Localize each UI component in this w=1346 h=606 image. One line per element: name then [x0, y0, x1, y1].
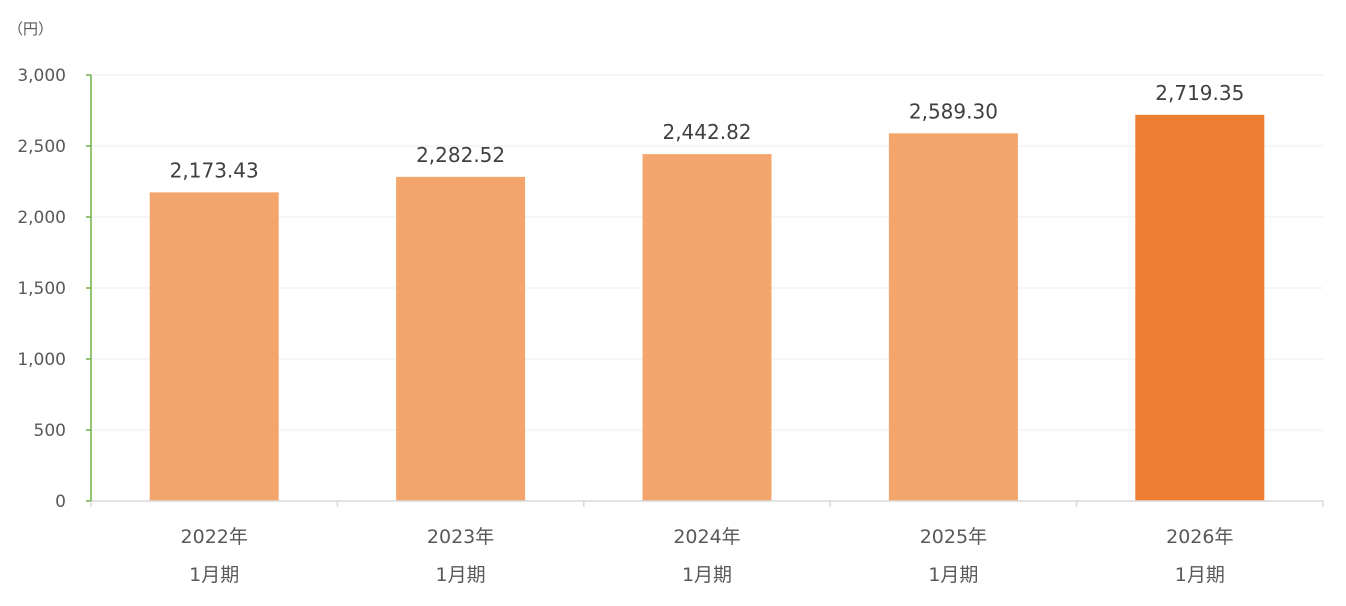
- y-tick-label: 2,000: [17, 208, 66, 228]
- bar-4: [1135, 114, 1265, 502]
- y-tick-label: 500: [34, 421, 66, 441]
- x-tick-label-year: 2024年: [673, 526, 740, 548]
- data-label-4: 2,719.35: [1155, 81, 1244, 105]
- axes: [86, 74, 1324, 507]
- bar-3: [888, 133, 1018, 501]
- x-tick-label-period: 1月期: [189, 564, 239, 586]
- x-tick-label-year: 2022年: [181, 526, 248, 548]
- x-tick-label-year: 2023年: [427, 526, 494, 548]
- bars: [149, 114, 1265, 502]
- y-axis-unit-label: （円）: [8, 20, 53, 38]
- bar-0: [149, 192, 279, 502]
- y-tick-label: 0: [55, 492, 66, 512]
- x-tick-label-year: 2026年: [1166, 526, 1233, 548]
- bar-1: [396, 176, 526, 502]
- bar-2: [642, 154, 772, 501]
- x-tick-labels: 2022年 1月期 2023年 1月期 2024年 1月期 2025年 1月期 2026年 1月期: [181, 526, 1234, 586]
- data-labels: 2,173.43 2,282.52 2,442.82 2,589.30 2,719.35: [170, 81, 1245, 183]
- x-tick-label-period: 1月期: [1175, 564, 1225, 586]
- y-tick-label: 1,000: [17, 350, 66, 370]
- x-tick-label-period: 1月期: [436, 564, 486, 586]
- data-label-2: 2,442.82: [662, 120, 751, 144]
- y-tick-label: 3,000: [17, 66, 66, 86]
- data-label-3: 2,589.30: [909, 99, 998, 123]
- x-tick-label-period: 1月期: [928, 564, 978, 586]
- x-tick-label-year: 2025年: [920, 526, 987, 548]
- data-label-1: 2,282.52: [416, 143, 505, 167]
- data-label-0: 2,173.43: [170, 158, 259, 182]
- x-tick-label-period: 1月期: [682, 564, 732, 586]
- y-tick-labels: 0 500 1,000 1,500 2,000 2,500 3,000: [17, 66, 66, 512]
- y-tick-label: 2,500: [17, 137, 66, 157]
- y-tick-label: 1,500: [17, 279, 66, 299]
